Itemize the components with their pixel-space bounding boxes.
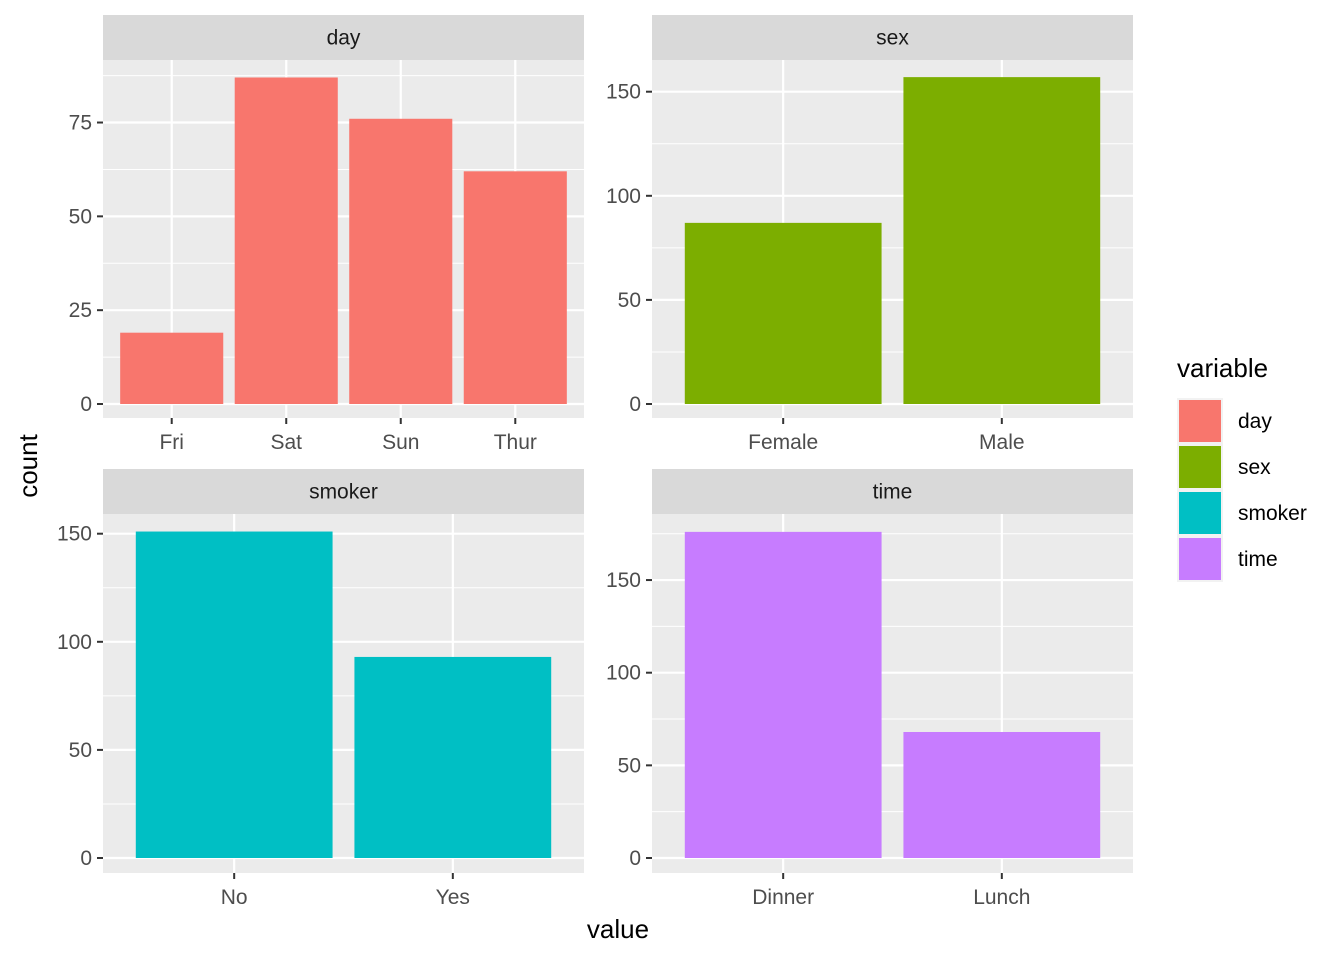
facet-strip — [103, 469, 584, 514]
y-tick-label: 50 — [69, 739, 92, 762]
legend-key-time — [1179, 538, 1221, 580]
y-tick-label: 150 — [606, 81, 641, 104]
x-tick-label: Male — [979, 431, 1025, 454]
y-tick-label: 150 — [606, 569, 641, 592]
facet-panels: day 0 25 50 75 Fri Sat Sun Thur sex 0 50 100 150 Femal… — [57, 15, 1133, 909]
y-tick-label: 0 — [80, 847, 92, 870]
bar-Yes — [354, 656, 552, 858]
facet-strip-label: smoker — [309, 481, 378, 504]
y-axis-title: count — [13, 433, 43, 497]
bar-Lunch — [903, 731, 1101, 858]
y-tick-label: 100 — [57, 631, 92, 654]
x-tick-label: Female — [748, 431, 818, 454]
bar-Fri — [120, 332, 224, 404]
legend-label: sex — [1238, 456, 1271, 479]
x-tick-label: Lunch — [973, 886, 1030, 909]
facet-strip-label: time — [873, 481, 913, 504]
bar-No — [135, 531, 333, 858]
y-tick-label: 0 — [80, 393, 92, 416]
facet-strip — [652, 469, 1133, 514]
y-tick-label: 75 — [69, 112, 92, 135]
legend-title: variable — [1177, 353, 1268, 383]
facet-smoker: smoker 0 50 100 150 No Yes — [57, 469, 584, 909]
x-tick-label: Yes — [436, 886, 470, 909]
bar-Dinner — [684, 531, 882, 858]
bar-Female — [684, 222, 882, 404]
y-tick-label: 50 — [618, 754, 641, 777]
facet-strip-label: day — [327, 27, 361, 50]
bar-Male — [903, 77, 1101, 404]
bar-Thur — [463, 171, 567, 404]
y-tick-label: 100 — [606, 185, 641, 208]
y-tick-label: 100 — [606, 662, 641, 685]
legend-key-smoker — [1179, 492, 1221, 534]
legend-label: day — [1238, 410, 1272, 433]
x-tick-label: Sat — [270, 431, 302, 454]
x-tick-label: Thur — [494, 431, 537, 454]
x-axis-title: value — [587, 914, 649, 944]
y-tick-label: 150 — [57, 523, 92, 546]
y-tick-label: 50 — [69, 205, 92, 228]
facet-strip — [103, 15, 584, 60]
y-tick-label: 0 — [629, 393, 641, 416]
legend-key-sex — [1179, 446, 1221, 488]
facet-time: time 0 50 100 150 Dinner Lunch — [606, 469, 1133, 909]
facet-strip — [652, 15, 1133, 60]
y-tick-label: 25 — [69, 299, 92, 322]
y-tick-label: 50 — [618, 289, 641, 312]
x-tick-label: Fri — [159, 431, 184, 454]
bar-Sun — [349, 118, 453, 404]
facet-sex: sex 0 50 100 150 Female Male — [606, 15, 1133, 454]
facet-day: day 0 25 50 75 Fri Sat Sun Thur — [69, 15, 584, 454]
facet-strip-label: sex — [876, 27, 909, 50]
x-tick-label: No — [221, 886, 248, 909]
legend: variable day sex smoker time — [1177, 353, 1307, 582]
bar-Sat — [234, 77, 338, 404]
legend-label: smoker — [1238, 502, 1307, 525]
legend-key-day — [1179, 400, 1221, 442]
x-tick-label: Dinner — [752, 886, 814, 909]
legend-label: time — [1238, 548, 1278, 571]
x-tick-label: Sun — [382, 431, 419, 454]
y-tick-label: 0 — [629, 847, 641, 870]
